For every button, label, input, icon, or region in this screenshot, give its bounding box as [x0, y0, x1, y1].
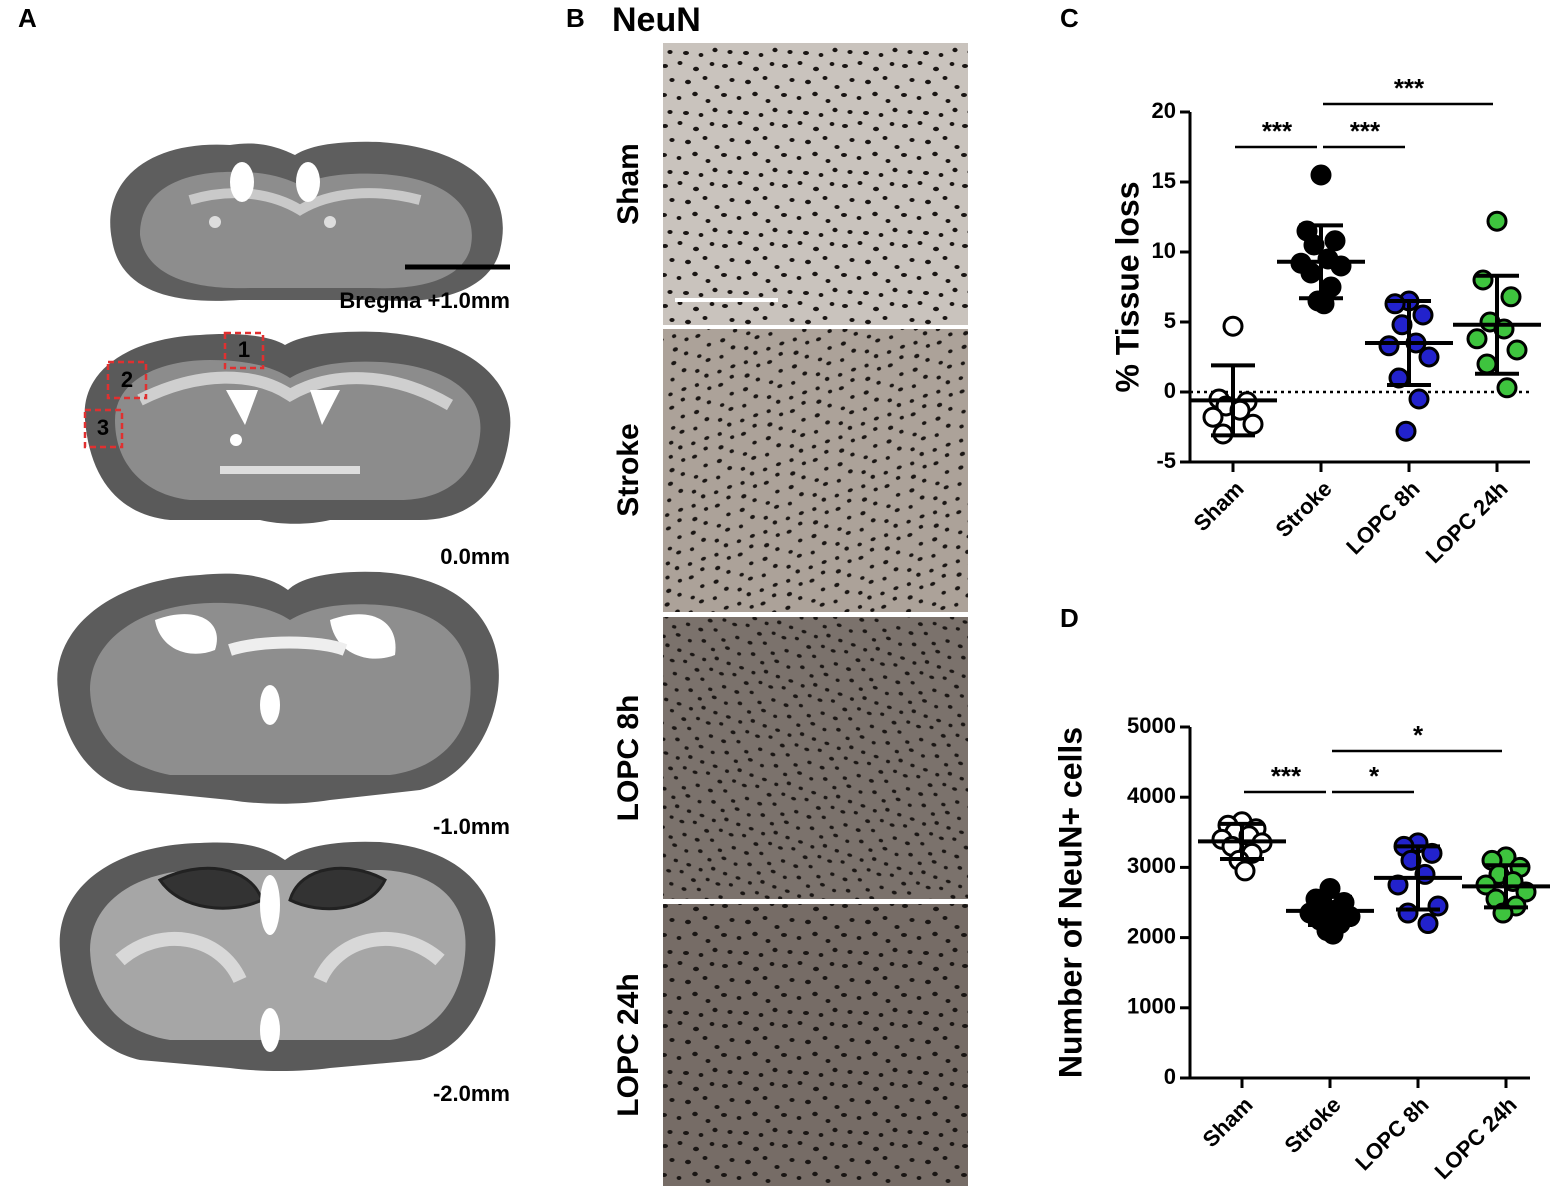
data-point — [1486, 210, 1508, 232]
significance-label: *** — [1262, 116, 1293, 146]
data-point — [1234, 860, 1256, 882]
x-tick-label: Stroke — [1271, 476, 1337, 542]
significance-label: * — [1413, 720, 1424, 750]
region-label: 1 — [238, 337, 250, 362]
row-label: Sham — [612, 143, 645, 225]
y-tick-label: 4000 — [1127, 783, 1176, 808]
significance-label: * — [1369, 761, 1380, 791]
data-point — [1506, 339, 1528, 361]
data-point — [1466, 328, 1488, 350]
panel-label: C — [1060, 3, 1079, 33]
data-point — [1397, 902, 1419, 924]
data-point — [1242, 413, 1264, 435]
region-label: 3 — [97, 415, 109, 440]
y-tick-label: 0 — [1164, 378, 1176, 403]
y-tick-label: -5 — [1156, 448, 1176, 473]
y-tick-label: 5 — [1164, 308, 1176, 333]
section-label: Bregma +1.0mm — [339, 288, 510, 313]
section-label: -1.0mm — [433, 814, 510, 839]
x-tick-label: LOPC 8h — [1341, 476, 1424, 559]
data-point — [1496, 377, 1518, 399]
data-point — [1472, 269, 1494, 291]
data-point — [1378, 335, 1400, 357]
data-point — [1476, 353, 1498, 375]
data-point — [1408, 388, 1430, 410]
brain-section — [57, 571, 499, 804]
x-tick-label: LOPC 24h — [1421, 476, 1513, 568]
panel-label: A — [18, 3, 37, 33]
data-point — [1395, 420, 1417, 442]
y-tick-label: 5000 — [1127, 713, 1176, 738]
significance-label: *** — [1394, 73, 1425, 103]
data-point — [1222, 315, 1244, 337]
data-point — [1330, 255, 1352, 277]
brain-section — [84, 331, 511, 524]
y-axis-label: % Tissue loss — [1109, 181, 1145, 392]
x-tick-label: Sham — [1189, 476, 1249, 536]
data-point — [1322, 923, 1344, 945]
row-label: Stroke — [612, 423, 645, 516]
data-point — [1300, 262, 1322, 284]
section-label: -2.0mm — [433, 1081, 510, 1106]
data-point — [1310, 164, 1332, 186]
micrograph — [663, 329, 968, 612]
significance-label: *** — [1271, 761, 1302, 791]
data-point — [1418, 346, 1440, 368]
x-tick-label: LOPC 8h — [1350, 1092, 1433, 1175]
x-tick-label: Stroke — [1280, 1092, 1346, 1158]
significance-label: *** — [1350, 116, 1381, 146]
micrograph — [663, 904, 968, 1186]
y-axis-label: Number of NeuN+ cells — [1052, 727, 1088, 1078]
y-tick-label: 10 — [1152, 238, 1176, 263]
stain-title: NeuN — [612, 1, 701, 39]
y-tick-label: 0 — [1164, 1064, 1176, 1089]
data-point — [1202, 406, 1224, 428]
y-tick-label: 20 — [1152, 98, 1176, 123]
data-point — [1500, 286, 1522, 308]
data-point — [1412, 304, 1434, 326]
brain-section — [110, 141, 503, 301]
x-tick-label: Sham — [1198, 1092, 1258, 1152]
panel-label: B — [566, 3, 585, 33]
y-tick-label: 2000 — [1127, 923, 1176, 948]
region-box — [83, 408, 124, 449]
micrograph — [663, 617, 968, 899]
data-point — [1324, 230, 1346, 252]
y-tick-label: 3000 — [1127, 853, 1176, 878]
y-tick-label: 15 — [1152, 168, 1176, 193]
region-box — [106, 360, 148, 400]
brain-section — [59, 841, 496, 1071]
region-label: 2 — [121, 367, 133, 392]
row-label: LOPC 24h — [612, 973, 645, 1116]
y-tick-label: 1000 — [1127, 994, 1176, 1019]
data-point — [1417, 913, 1439, 935]
section-label: 0.0mm — [440, 544, 510, 569]
micrograph — [663, 43, 968, 325]
region-box — [223, 331, 265, 370]
row-label: LOPC 8h — [612, 695, 645, 822]
data-point — [1427, 895, 1449, 917]
panel-label: D — [1060, 603, 1079, 633]
data-point — [1384, 293, 1406, 315]
x-tick-label: LOPC 24h — [1430, 1092, 1522, 1184]
